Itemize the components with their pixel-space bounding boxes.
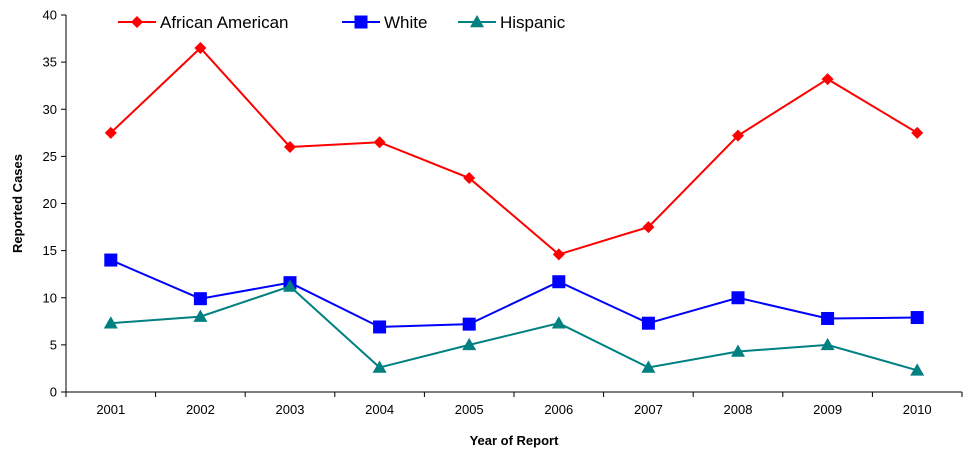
african-american-diamond-marker	[463, 172, 476, 185]
x-tick-label: 2008	[724, 402, 753, 417]
african-american-diamond-marker	[911, 126, 924, 139]
y-tick-label: 15	[43, 243, 57, 258]
x-axis-ticks: 2001 2002 2003 2004 2005 2006 2007 2008 2009 2010	[65, 392, 963, 417]
y-tick-label: 40	[43, 8, 57, 23]
series-hispanic	[103, 279, 925, 376]
hispanic-triangle-marker	[103, 316, 118, 329]
hispanic-triangle-marker	[283, 279, 297, 292]
african-american-diamond-marker	[642, 221, 655, 234]
legend-hispanic-triangle-marker	[470, 15, 484, 28]
x-tick-label: 2002	[186, 402, 215, 417]
y-tick-label: 10	[43, 290, 57, 305]
series-white	[104, 253, 924, 334]
series-line-white	[110, 259, 918, 328]
hispanic-triangle-marker	[641, 360, 656, 373]
series-line-hispanic	[110, 285, 918, 372]
legend-item-white: White	[342, 13, 427, 32]
x-tick-label: 2005	[455, 402, 484, 417]
hispanic-triangle-marker	[462, 337, 477, 351]
y-tick-label: 30	[43, 102, 57, 117]
white-square-marker	[462, 317, 476, 331]
white-square-marker	[641, 316, 655, 330]
white-square-marker	[193, 292, 207, 306]
hispanic-triangle-marker	[731, 344, 745, 357]
y-tick-label: 5	[50, 337, 57, 352]
african-american-diamond-marker	[821, 73, 834, 86]
legend-label: African American	[160, 13, 289, 32]
african-american-diamond-marker	[194, 41, 207, 54]
x-tick-label: 2004	[365, 402, 394, 417]
hispanic-triangle-marker	[910, 363, 925, 376]
series-line-african-american	[110, 46, 918, 256]
legend-white-square-marker	[354, 15, 368, 29]
x-tick-label: 2001	[96, 402, 125, 417]
hispanic-triangle-marker	[551, 316, 566, 329]
y-tick-label: 35	[43, 55, 57, 70]
legend-label: Hispanic	[500, 13, 566, 32]
y-tick-label: 25	[43, 149, 57, 164]
y-tick-label: 0	[50, 385, 57, 400]
hispanic-triangle-marker	[820, 337, 835, 351]
white-square-marker	[104, 253, 118, 267]
african-american-diamond-marker	[284, 140, 296, 153]
y-tick-label: 20	[43, 196, 57, 211]
white-square-marker	[731, 291, 745, 305]
african-american-diamond-marker	[104, 126, 117, 139]
white-square-marker	[373, 320, 387, 334]
african-american-diamond-marker	[552, 248, 565, 261]
x-axis-title: Year of Report	[470, 433, 560, 448]
y-axis-ticks: 0 5 10 15 20 25 30 35 40	[43, 8, 66, 400]
x-tick-label: 2006	[544, 402, 573, 417]
x-tick-label: 2010	[903, 402, 932, 417]
series-layer	[103, 41, 925, 376]
legend: African American White Hispanic	[118, 13, 566, 32]
legend-item-hispanic: Hispanic	[458, 13, 566, 32]
legend-item-african-american: African American	[118, 13, 289, 32]
y-axis-title: Reported Cases	[10, 154, 25, 253]
legend-label: White	[384, 13, 427, 32]
x-tick-label: 2009	[813, 402, 842, 417]
white-square-marker	[821, 311, 835, 325]
hispanic-triangle-marker	[193, 309, 208, 322]
african-american-diamond-marker	[373, 136, 386, 149]
series-african-american	[104, 41, 924, 261]
hispanic-triangle-marker	[372, 360, 387, 373]
white-square-marker	[910, 311, 924, 325]
legend-african-american-diamond-marker	[131, 16, 143, 28]
x-tick-label: 2007	[634, 402, 663, 417]
white-square-marker	[552, 275, 566, 289]
x-tick-label: 2003	[276, 402, 305, 417]
african-american-diamond-marker	[732, 129, 744, 142]
